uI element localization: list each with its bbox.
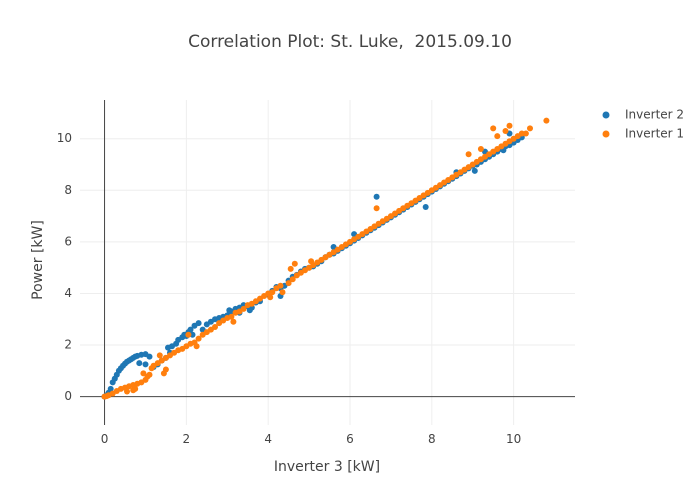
data-point: [193, 343, 200, 350]
legend-label: Inverter 1: [625, 127, 684, 141]
data-point: [140, 370, 147, 377]
data-point: [189, 331, 196, 338]
data-point: [289, 276, 296, 283]
data-point: [195, 320, 202, 327]
data-point: [522, 130, 529, 137]
data-point: [269, 289, 276, 296]
data-point: [373, 193, 380, 200]
tick-labels: 0 2 4 6 8 10 0 2 4 6 8 10: [57, 131, 522, 446]
data-point: [285, 280, 292, 287]
data-point: [490, 125, 497, 132]
x-tick-label: 6: [346, 432, 354, 446]
data-point: [230, 318, 237, 325]
x-axis-title: Inverter 3 [kW]: [274, 459, 380, 475]
data-point: [187, 326, 194, 333]
data-point: [142, 361, 149, 368]
data-point: [527, 125, 533, 132]
data-point: [477, 146, 484, 152]
data-point: [422, 204, 429, 210]
data-point: [277, 282, 284, 289]
data-point: [228, 313, 235, 320]
data-point: [279, 289, 286, 296]
x-tick-label: 4: [264, 432, 272, 446]
data-point: [130, 387, 137, 394]
series-2: [101, 117, 550, 400]
x-tick-label: 10: [506, 432, 521, 446]
chart-title: Correlation Plot: St. Luke, 2015.09.10: [188, 32, 512, 52]
x-tick-label: 2: [183, 432, 191, 446]
data-point: [124, 388, 130, 395]
y-axis-title: Power [kW]: [30, 220, 46, 300]
data-point: [156, 352, 163, 359]
y-tick-label: 0: [64, 389, 72, 403]
data-point: [518, 130, 525, 137]
x-tick-label: 8: [428, 432, 436, 446]
data-point: [465, 151, 472, 158]
legend-item[interactable]: Inverter 1: [602, 127, 685, 141]
y-tick-label: 10: [57, 131, 72, 145]
data-point: [308, 258, 315, 265]
data-point: [212, 324, 218, 330]
data-point: [494, 133, 501, 140]
x-tick-label: 0: [101, 432, 109, 446]
data-point: [291, 260, 298, 267]
y-tick-label: 2: [64, 338, 72, 352]
data-point: [185, 331, 192, 338]
data-point: [502, 128, 509, 134]
legend-item[interactable]: Inverter 2: [602, 108, 685, 122]
data-point: [226, 307, 233, 314]
data-point: [107, 385, 114, 392]
legend-marker: [602, 111, 610, 119]
data-point: [287, 265, 294, 272]
axes: [80, 100, 575, 425]
data-point: [240, 305, 247, 312]
y-tick-label: 6: [64, 234, 72, 248]
data-point: [136, 360, 143, 367]
data-point: [471, 167, 478, 174]
data-point: [506, 122, 513, 129]
data-point: [146, 353, 153, 360]
grid: [80, 100, 575, 425]
legend-marker: [602, 130, 610, 138]
data-point: [267, 294, 274, 301]
data-points: [101, 117, 550, 400]
data-point: [146, 371, 153, 378]
data-point: [195, 335, 202, 342]
y-tick-label: 4: [64, 286, 72, 300]
data-point: [160, 370, 167, 377]
legend-label: Inverter 2: [625, 108, 684, 122]
data-point: [373, 205, 380, 212]
legend[interactable]: Inverter 2 Inverter 1: [602, 108, 685, 141]
data-point: [543, 117, 550, 124]
y-tick-label: 8: [64, 183, 72, 197]
